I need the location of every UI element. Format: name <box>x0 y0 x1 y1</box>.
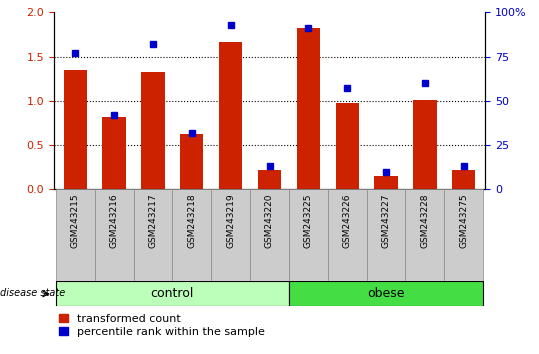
Bar <box>95 189 134 281</box>
Bar <box>180 133 203 189</box>
Bar <box>375 176 398 189</box>
Bar <box>172 189 211 281</box>
Text: control: control <box>151 287 194 300</box>
Bar <box>296 28 320 189</box>
Text: GSM243215: GSM243215 <box>71 193 80 248</box>
Text: GSM243275: GSM243275 <box>459 193 468 248</box>
Bar <box>336 103 359 189</box>
Bar <box>258 170 281 189</box>
Bar <box>444 189 483 281</box>
Bar <box>211 189 250 281</box>
Text: GSM243216: GSM243216 <box>109 193 119 248</box>
Text: GSM243217: GSM243217 <box>148 193 157 248</box>
Bar <box>56 189 95 281</box>
Bar <box>56 281 289 306</box>
Bar <box>289 189 328 281</box>
Text: GSM243226: GSM243226 <box>343 193 351 247</box>
Text: GSM243219: GSM243219 <box>226 193 235 248</box>
Text: GSM243218: GSM243218 <box>188 193 196 248</box>
Bar <box>452 170 475 189</box>
Bar <box>250 189 289 281</box>
Bar <box>405 189 444 281</box>
Text: GSM243220: GSM243220 <box>265 193 274 247</box>
Bar <box>64 70 87 189</box>
Bar <box>102 117 126 189</box>
Text: GSM243228: GSM243228 <box>420 193 430 247</box>
Text: GSM243225: GSM243225 <box>304 193 313 247</box>
Bar <box>367 189 405 281</box>
Bar <box>219 42 243 189</box>
Text: GSM243227: GSM243227 <box>382 193 391 247</box>
Legend: transformed count, percentile rank within the sample: transformed count, percentile rank withi… <box>59 314 265 337</box>
Text: disease state: disease state <box>0 287 65 298</box>
Bar <box>289 281 483 306</box>
Bar <box>141 72 164 189</box>
Text: obese: obese <box>367 287 405 300</box>
Bar <box>134 189 172 281</box>
Bar <box>328 189 367 281</box>
Bar <box>413 100 437 189</box>
